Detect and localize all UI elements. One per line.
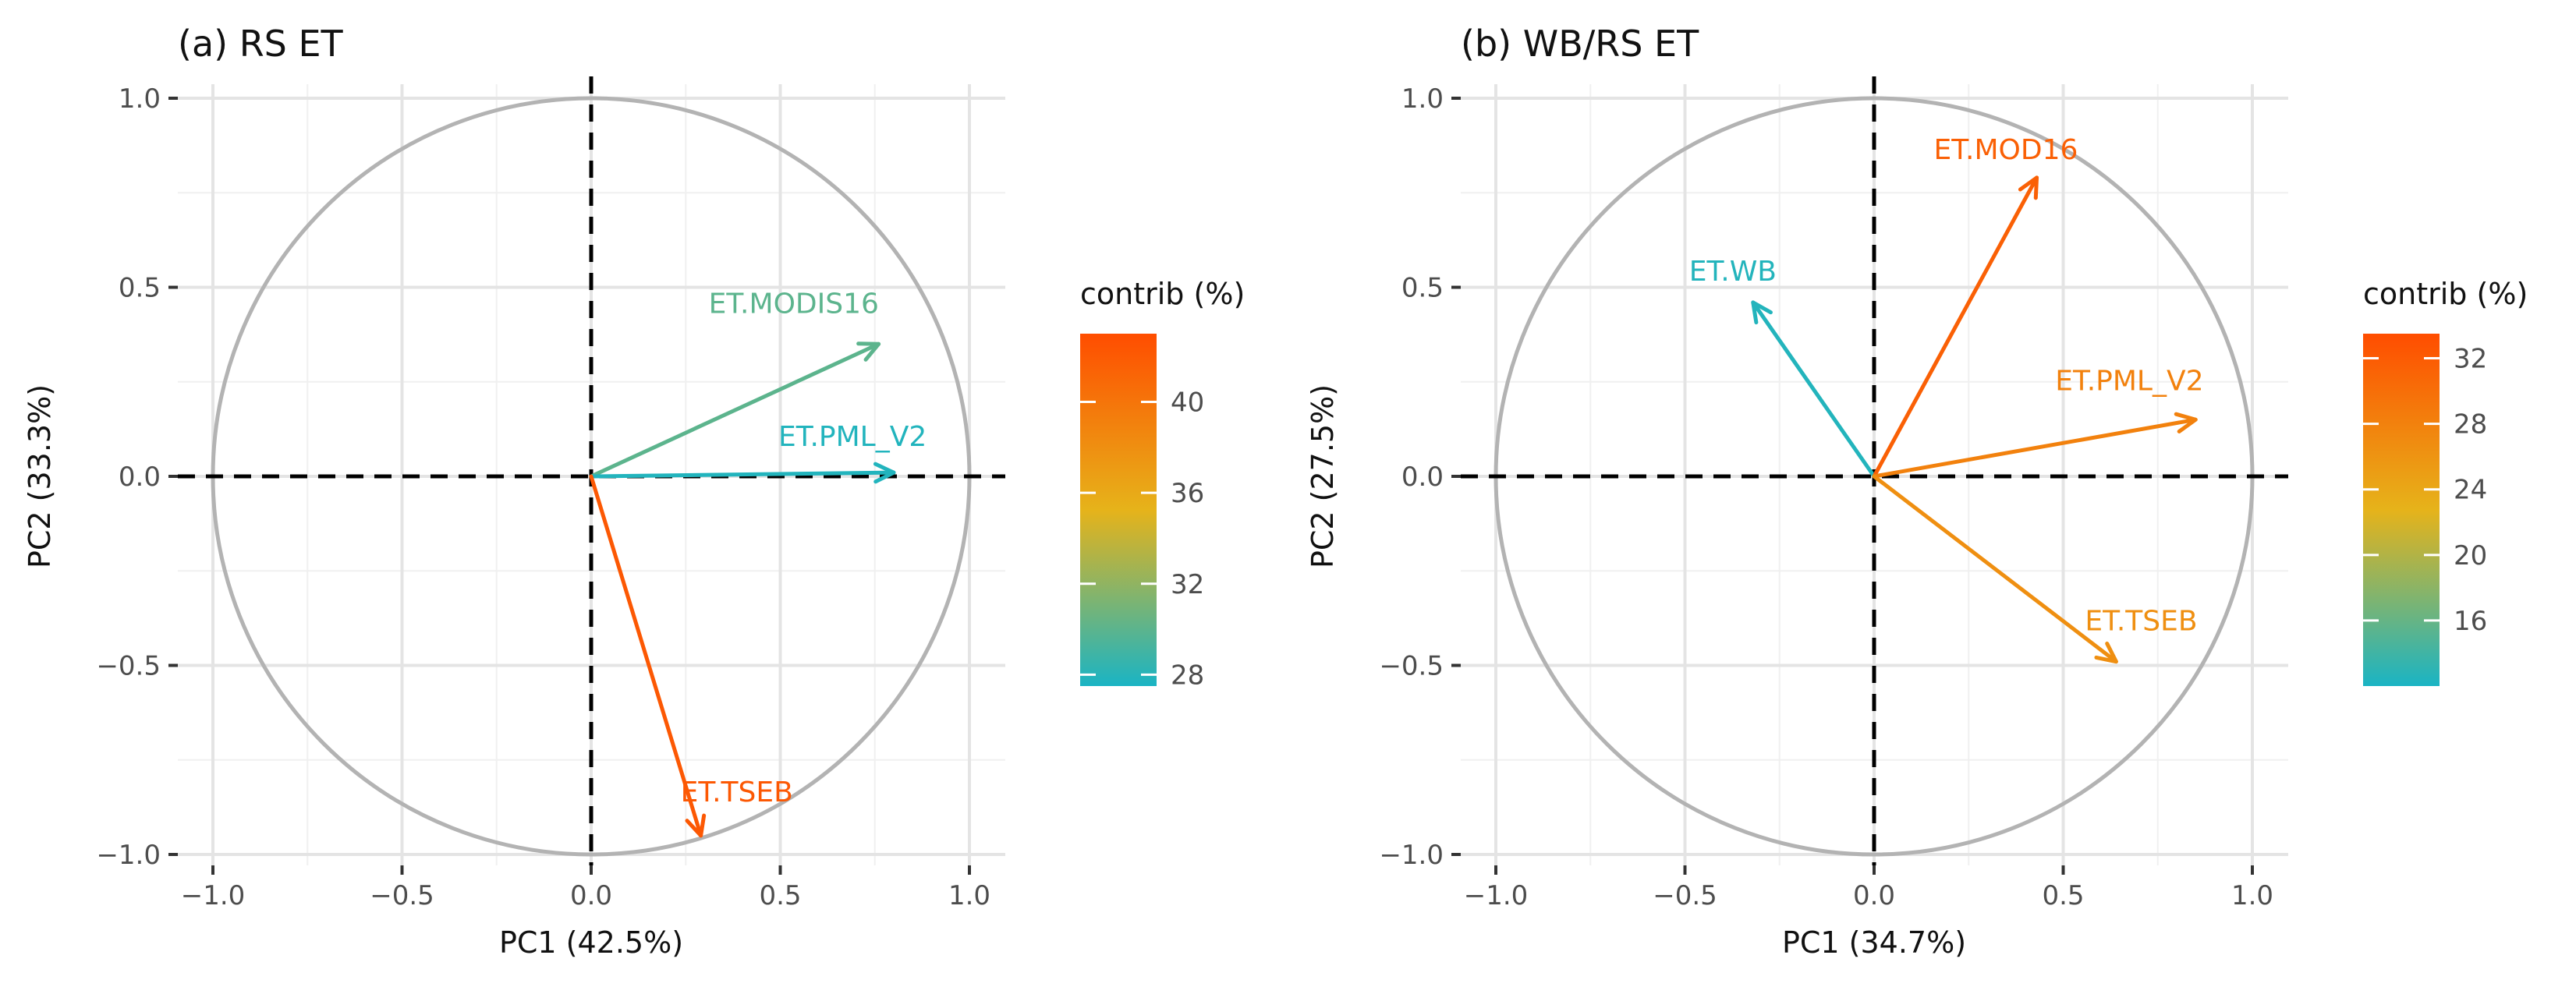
x-tick-label-3: 0.5	[759, 880, 801, 911]
arrow-et-mod16	[1872, 175, 2039, 479]
arrowhead-et-tseb	[2094, 641, 2118, 664]
arrow-et-pml-v2	[1872, 417, 2198, 479]
arrowhead-et-pml-v2	[873, 462, 896, 484]
arrowhead-et-pml-v2	[2174, 412, 2198, 433]
colorbar-tick-label-4: 32	[2454, 344, 2487, 375]
arrowhead-et-wb	[1751, 300, 1773, 325]
panel-b-zero-lines	[1461, 76, 2288, 865]
colorbar-tick-label-0: 16	[2454, 606, 2487, 637]
x-tick-label-2: 0.0	[570, 880, 612, 911]
x-tick-label-4: 1.0	[2231, 880, 2273, 911]
y-tick-label-1: −0.5	[96, 651, 161, 682]
panel-b-y-ticks: −1.0 −0.5 0.0 0.5 1.0	[1379, 83, 1461, 871]
panel-a-legend-title: contrib (%)	[1080, 277, 1245, 311]
arrow-et-modis16	[589, 341, 881, 479]
panel-a-colorbar	[1080, 334, 1157, 686]
panel-b: (b) WB/RS ET ET.WB ET.MOD16 ET.PML_V2 ET.TS…	[1306, 23, 2528, 960]
x-tick-label-4: 1.0	[948, 880, 990, 911]
arrowhead-et-modis16	[856, 341, 881, 362]
x-tick-label-0: −1.0	[1464, 880, 1529, 911]
y-tick-label-4: 1.0	[1401, 83, 1444, 115]
colorbar-tick-label-2: 36	[1171, 478, 1204, 509]
panel-a-x-ticks: −1.0 −0.5 0.0 0.5 1.0	[181, 865, 990, 911]
panel-b-variable-arrows	[1751, 175, 2198, 664]
x-tick-label-1: −0.5	[370, 880, 434, 911]
label-et-tseb: ET.TSEB	[2085, 606, 2197, 638]
y-tick-label-3: 0.5	[1401, 273, 1444, 304]
arrowhead-et-mod16	[2018, 175, 2039, 200]
panel-a-colorbar-legend: contrib (%) 28 32 36 40	[1080, 277, 1245, 691]
panel-b-colorbar	[2363, 334, 2440, 686]
colorbar-tick-label-3: 40	[1171, 387, 1204, 418]
label-et-wb: ET.WB	[1689, 256, 1777, 288]
arrow-et-tseb	[589, 474, 703, 838]
arrow-et-wb	[1751, 300, 1876, 479]
label-et-tseb: ET.TSEB	[681, 777, 793, 808]
y-tick-label-1: −0.5	[1379, 651, 1444, 682]
x-tick-label-0: −1.0	[181, 880, 246, 911]
y-tick-label-2: 0.0	[1401, 462, 1444, 493]
x-tick-label-2: 0.0	[1853, 880, 1895, 911]
panel-a-variable-labels: ET.MODIS16 ET.PML_V2 ET.TSEB	[681, 288, 927, 808]
colorbar-tick-label-0: 28	[1171, 660, 1204, 691]
y-tick-label-0: −1.0	[1379, 840, 1444, 871]
y-tick-label-2: 0.0	[119, 462, 161, 493]
x-tick-label-1: −0.5	[1653, 880, 1717, 911]
x-tick-label-3: 0.5	[2042, 880, 2084, 911]
panel-b-title: (b) WB/RS ET	[1461, 23, 1699, 65]
label-et-modis16: ET.MODIS16	[709, 288, 879, 320]
panel-b-variable-labels: ET.WB ET.MOD16 ET.PML_V2 ET.TSEB	[1689, 134, 2204, 638]
colorbar-tick-label-2: 24	[2454, 475, 2487, 506]
panel-b-x-axis-title: PC1 (34.7%)	[1782, 925, 1966, 960]
panel-a-title: (a) RS ET	[178, 23, 344, 65]
panel-a-y-axis-title: PC2 (33.3%)	[23, 384, 57, 568]
colorbar-tick-label-1: 32	[1171, 569, 1204, 600]
panel-b-colorbar-legend: contrib (%) 16 20 24 28 32	[2363, 277, 2528, 686]
y-tick-label-3: 0.5	[119, 273, 161, 304]
colorbar-tick-label-3: 28	[2454, 409, 2487, 440]
arrowhead-et-tseb	[685, 813, 707, 838]
arrow-et-pml-v2	[589, 470, 896, 479]
panel-a-colorbar-ticks: 28 32 36 40	[1080, 387, 1204, 691]
panel-b-y-axis-title: PC2 (27.5%)	[1306, 384, 1340, 568]
label-et-pml-v2: ET.PML_V2	[2055, 365, 2203, 397]
panel-a-x-axis-title: PC1 (42.5%)	[499, 925, 683, 960]
y-tick-label-0: −1.0	[96, 840, 161, 871]
panel-b-x-ticks: −1.0 −0.5 0.0 0.5 1.0	[1464, 865, 2273, 911]
arrow-et-tseb	[1872, 474, 2118, 664]
y-tick-label-4: 1.0	[119, 83, 161, 115]
label-et-mod16: ET.MOD16	[1934, 134, 2078, 166]
label-et-pml-v2: ET.PML_V2	[778, 421, 927, 453]
panel-a: (a) RS ET ET.MODIS16 ET.PML_V2 ET.TSEB −1.…	[23, 23, 1245, 960]
panel-a-variable-arrows	[589, 341, 896, 838]
panel-b-colorbar-ticks: 16 20 24 28 32	[2363, 344, 2487, 637]
colorbar-tick-label-1: 20	[2454, 540, 2487, 571]
panel-a-y-ticks: −1.0 −0.5 0.0 0.5 1.0	[96, 83, 178, 871]
panel-b-legend-title: contrib (%)	[2363, 277, 2528, 311]
panel-a-zero-lines	[178, 76, 1005, 865]
